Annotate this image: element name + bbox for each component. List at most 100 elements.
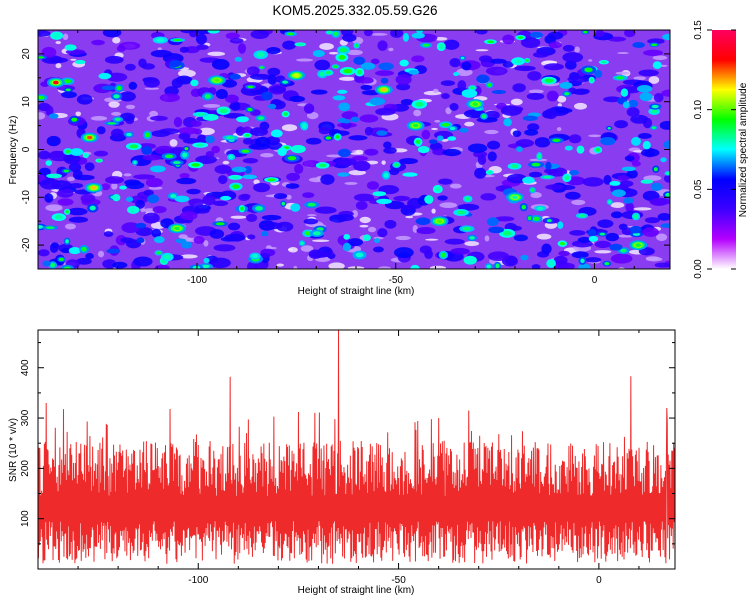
spectrogram-cell xyxy=(234,56,243,62)
spectrogram-cell xyxy=(633,76,646,81)
spectrogram-cell xyxy=(335,134,340,139)
spectrogram-cell xyxy=(286,172,301,182)
spectrogram-cell xyxy=(129,207,137,213)
spectrogram-cell xyxy=(553,255,568,265)
spectrogram-cell xyxy=(207,51,226,57)
spectrogram-cell xyxy=(108,101,120,108)
spectrogram-cell xyxy=(353,193,375,202)
spectrogram-cell xyxy=(564,92,570,96)
spectrogram-cell xyxy=(660,223,670,228)
spectrogram-cell xyxy=(249,73,272,80)
spectrogram-cell xyxy=(38,150,51,160)
spectrogram-cell xyxy=(605,232,619,242)
spectrogram-cell xyxy=(434,119,441,123)
spectrogram-cell xyxy=(89,205,96,211)
spectrogram-cell xyxy=(514,65,536,72)
spectrogram-cell xyxy=(547,219,552,223)
spectrogram-cell xyxy=(419,245,432,254)
spectrogram-cell xyxy=(643,49,664,56)
snr-xtick-label: -50 xyxy=(391,575,406,586)
spectrogram-cell xyxy=(536,206,544,210)
spectrogram-cell xyxy=(220,195,232,201)
snr-xlabel: Height of straight line (km) xyxy=(298,585,415,596)
spectrogram-cell xyxy=(96,126,106,135)
spectrogram-cell xyxy=(355,149,364,155)
spectrogram-cell xyxy=(230,100,241,111)
spectrogram-cell xyxy=(141,146,153,155)
spectrogram-cell xyxy=(225,32,240,40)
spectrogram-cell xyxy=(45,160,53,166)
spectrogram-cell xyxy=(655,233,668,241)
spectrogram-cell xyxy=(651,126,656,129)
spectrogram-cell xyxy=(531,162,541,167)
spectrogram-cell xyxy=(638,69,659,77)
spectrogram-cell xyxy=(437,195,448,201)
spectrogram-cell xyxy=(343,234,351,240)
spectrogram-cell xyxy=(534,137,551,148)
spectrogram-cell xyxy=(128,81,138,90)
spectrogram-cell xyxy=(141,63,155,70)
spectrogram-cell xyxy=(48,113,59,119)
spectrogram-cell xyxy=(618,223,628,231)
spectrogram-cell xyxy=(640,148,660,158)
spectrogram-cell xyxy=(588,134,602,138)
spectrogram-cell xyxy=(102,30,122,38)
spectrogram-cell xyxy=(363,30,373,37)
spectrogram-cell xyxy=(530,188,535,192)
spectrogram-cell xyxy=(68,162,82,173)
spectrogram-cell xyxy=(107,122,117,125)
spectrogram-cell xyxy=(253,182,271,193)
spectrogram-cell xyxy=(64,223,77,230)
spectrogram-cell xyxy=(267,178,276,182)
spectrogram-cell xyxy=(383,141,392,149)
spectrogram-cell xyxy=(296,43,304,46)
spectrogram-cell xyxy=(313,231,321,236)
spectrogram-cell xyxy=(456,68,473,77)
spectrogram-cell xyxy=(636,84,653,93)
spectrogram-cell xyxy=(231,175,240,179)
spectrogram-cell xyxy=(287,32,295,36)
spectrogram-cell xyxy=(445,107,452,115)
spectrogram-cell xyxy=(610,202,625,209)
spectrogram-cell xyxy=(215,88,228,100)
spectrogram-cell xyxy=(415,217,431,226)
spectrogram-peak-8 xyxy=(174,226,180,231)
spectrogram-cell xyxy=(512,130,522,138)
spectrogram-cell xyxy=(447,136,457,141)
spectrogram-cell xyxy=(457,80,467,91)
spectrogram-cell xyxy=(548,260,554,266)
spectrogram-cell xyxy=(342,242,352,252)
spectrogram-cell xyxy=(332,95,346,101)
spectrogram-cell xyxy=(484,129,499,135)
spectrogram-xtick-label: -100 xyxy=(187,275,207,286)
spectrogram-cell xyxy=(328,262,345,269)
spectrogram-cell xyxy=(326,154,343,158)
spectrogram-xtick-label: -50 xyxy=(389,275,404,286)
spectrogram-cell xyxy=(302,192,315,198)
spectrogram-cell xyxy=(441,93,450,99)
spectrogram-cell xyxy=(652,55,668,61)
spectrogram-cell xyxy=(152,205,167,214)
spectrogram-cell xyxy=(458,127,469,133)
spectrogram-cell xyxy=(294,163,304,174)
spectrogram-cell xyxy=(45,204,63,212)
spectrogram-cell xyxy=(517,36,524,39)
spectrogram-cell xyxy=(119,91,136,102)
spectrogram-cell xyxy=(532,216,540,221)
spectrogram-cell xyxy=(651,43,658,47)
spectrogram-cell xyxy=(484,235,490,242)
spectrogram-cell xyxy=(645,256,660,261)
spectrogram-cell xyxy=(395,235,411,241)
spectrogram-cell xyxy=(578,263,591,269)
spectrogram-cell xyxy=(211,59,230,70)
spectrogram-cell xyxy=(626,169,638,179)
spectrogram-cell xyxy=(548,41,563,49)
spectrogram-cell xyxy=(630,114,649,124)
spectrogram-cell xyxy=(486,264,491,269)
spectrogram-cell xyxy=(394,163,399,167)
spectrogram-cell xyxy=(225,94,239,104)
spectrogram-cell xyxy=(145,177,163,188)
spectrogram-cell xyxy=(215,222,225,226)
spectrogram-ylabel: Frequency (Hz) xyxy=(8,116,19,185)
